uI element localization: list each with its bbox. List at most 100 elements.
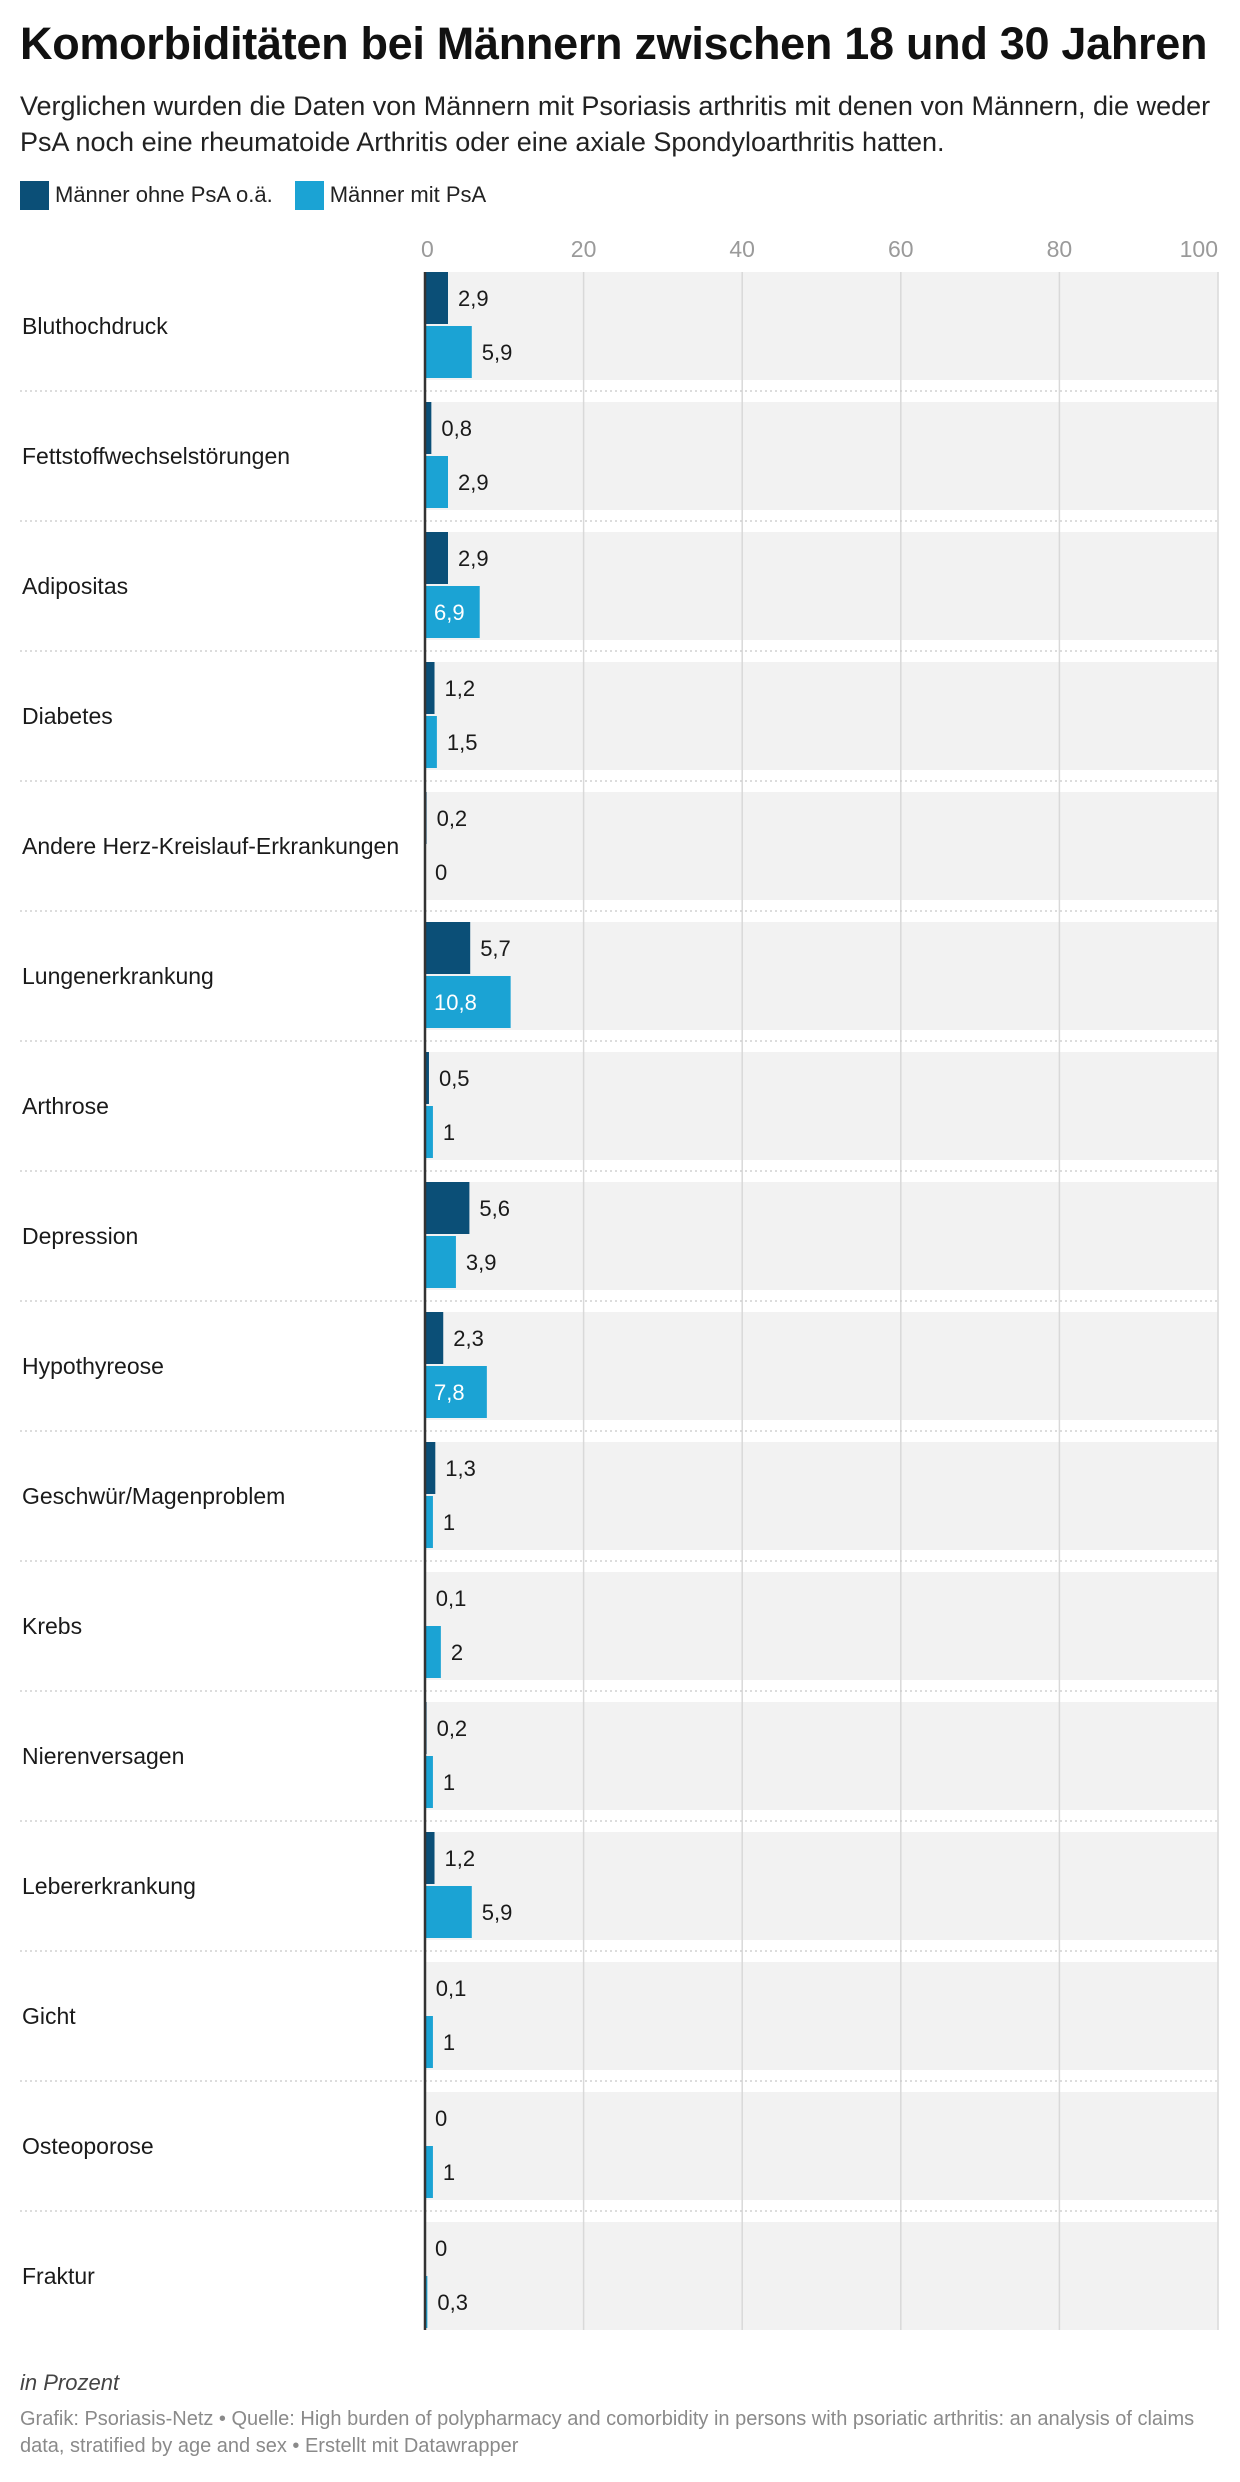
category-label: Osteoporose bbox=[22, 2133, 154, 2159]
bar-mit-psa bbox=[425, 1626, 441, 1678]
category-label: Krebs bbox=[22, 1613, 82, 1639]
bar-ohne-psa bbox=[425, 1312, 444, 1364]
bar-mit-psa bbox=[425, 1366, 487, 1418]
data-label: 5,9 bbox=[482, 340, 513, 365]
bar-mit-psa bbox=[425, 1236, 456, 1288]
x-tick-label: 100 bbox=[1180, 236, 1218, 262]
category-label: Diabetes bbox=[22, 703, 113, 729]
row-background bbox=[425, 272, 1218, 380]
category-label: Andere Herz-Kreislauf-Erkrankungen bbox=[22, 833, 399, 859]
data-label: 0,2 bbox=[437, 1716, 468, 1741]
x-tick-label: 0 bbox=[421, 236, 434, 262]
x-tick-label: 60 bbox=[888, 236, 914, 262]
bar-ohne-psa bbox=[425, 1052, 429, 1104]
data-label: 0,1 bbox=[436, 1586, 467, 1611]
row-background bbox=[425, 1832, 1218, 1940]
row-background bbox=[425, 1182, 1218, 1290]
row-background bbox=[425, 1312, 1218, 1420]
data-label: 2,3 bbox=[453, 1326, 484, 1351]
row-background bbox=[425, 2222, 1218, 2330]
bar-ohne-psa bbox=[425, 402, 432, 454]
row-background bbox=[425, 1572, 1218, 1680]
row-background bbox=[425, 792, 1218, 900]
bar-mit-psa bbox=[425, 1886, 472, 1938]
legend-label-ohne: Männer ohne PsA o.ä. bbox=[55, 182, 273, 207]
category-label: Fraktur bbox=[22, 2263, 95, 2289]
legend-label-mit: Männer mit PsA bbox=[329, 182, 487, 207]
bar-chart: 0 20 40 60 80 100Bluthochdruck2,95,9Fettstoff… bbox=[20, 236, 1219, 2330]
x-tick-label: 80 bbox=[1047, 236, 1073, 262]
data-label: 0,8 bbox=[441, 416, 472, 441]
legend-swatch-ohne bbox=[20, 180, 49, 210]
data-label: 0 bbox=[435, 2106, 447, 2131]
category-label: Hypothyreose bbox=[22, 1353, 164, 1379]
data-label: 5,7 bbox=[480, 936, 511, 961]
chart-credits: Grafik: Psoriasis-Netz • Quelle: High bu… bbox=[20, 2408, 1195, 2457]
row-background bbox=[425, 1702, 1218, 1810]
bar-ohne-psa bbox=[425, 532, 448, 584]
data-label: 5,9 bbox=[482, 1900, 513, 1925]
row-background bbox=[425, 1442, 1218, 1550]
data-label: 1,2 bbox=[445, 676, 476, 701]
data-label: 6,9 bbox=[434, 600, 465, 625]
bar-mit-psa bbox=[425, 1106, 433, 1158]
data-label: 5,6 bbox=[479, 1196, 510, 1221]
row-background bbox=[425, 922, 1218, 1030]
chart-notes: in Prozent bbox=[20, 2370, 120, 2395]
data-label: 0,1 bbox=[436, 1976, 467, 2001]
data-label: 0 bbox=[435, 2236, 447, 2261]
chart-title: Komorbiditäten bei Männern zwischen 18 u… bbox=[20, 18, 1208, 69]
data-label: 0,3 bbox=[437, 2290, 468, 2315]
bar-ohne-psa bbox=[425, 1442, 436, 1494]
data-label: 0,5 bbox=[439, 1066, 470, 1091]
legend-item-mit: Männer mit PsA bbox=[294, 180, 487, 210]
bar-mit-psa bbox=[425, 586, 480, 638]
category-label: Adipositas bbox=[22, 573, 128, 599]
bar-mit-psa bbox=[425, 1756, 433, 1808]
bar-mit-psa bbox=[425, 456, 448, 508]
row-background bbox=[425, 662, 1218, 770]
data-label: 7,8 bbox=[434, 1380, 465, 1405]
bar-ohne-psa bbox=[425, 922, 471, 974]
category-label: Gicht bbox=[22, 2003, 76, 2029]
data-label: 10,8 bbox=[434, 990, 477, 1015]
x-tick-label: 40 bbox=[729, 236, 755, 262]
data-label: 1,5 bbox=[447, 730, 478, 755]
data-label: 1 bbox=[443, 1510, 455, 1535]
data-label: 1,2 bbox=[445, 1846, 476, 1871]
data-label: 0 bbox=[435, 860, 447, 885]
legend: Männer ohne PsA o.ä. Männer mit PsA bbox=[20, 180, 508, 210]
row-background bbox=[425, 1962, 1218, 2070]
x-tick-label: 20 bbox=[571, 236, 597, 262]
category-label: Nierenversagen bbox=[22, 1743, 184, 1769]
data-label: 0,2 bbox=[437, 806, 468, 831]
category-label: Geschwür/Magenproblem bbox=[22, 1483, 285, 1509]
bar-ohne-psa bbox=[425, 662, 435, 714]
data-label: 1 bbox=[443, 2030, 455, 2055]
data-label: 3,9 bbox=[466, 1250, 497, 1275]
bar-ohne-psa bbox=[425, 1182, 470, 1234]
category-label: Arthrose bbox=[22, 1093, 109, 1119]
row-background bbox=[425, 402, 1218, 510]
bar-mit-psa bbox=[425, 1496, 433, 1548]
category-label: Lebererkrankung bbox=[22, 1873, 196, 1899]
bar-mit-psa bbox=[425, 976, 511, 1028]
legend-item-ohne: Männer ohne PsA o.ä. bbox=[20, 180, 273, 210]
data-label: 1 bbox=[443, 2160, 455, 2185]
row-background bbox=[425, 1052, 1218, 1160]
category-label: Depression bbox=[22, 1223, 138, 1249]
data-label: 1 bbox=[443, 1120, 455, 1145]
category-label: Bluthochdruck bbox=[22, 313, 168, 339]
bar-ohne-psa bbox=[425, 272, 448, 324]
category-label: Fettstoffwechselstörungen bbox=[22, 443, 290, 469]
data-label: 2,9 bbox=[458, 470, 489, 495]
row-background bbox=[425, 2092, 1218, 2200]
bar-mit-psa bbox=[425, 716, 437, 768]
data-label: 2 bbox=[451, 1640, 463, 1665]
row-background bbox=[425, 532, 1218, 640]
bar-ohne-psa bbox=[425, 1832, 435, 1884]
data-label: 1,3 bbox=[445, 1456, 476, 1481]
data-label: 1 bbox=[443, 1770, 455, 1795]
bar-mit-psa bbox=[425, 2016, 433, 2068]
